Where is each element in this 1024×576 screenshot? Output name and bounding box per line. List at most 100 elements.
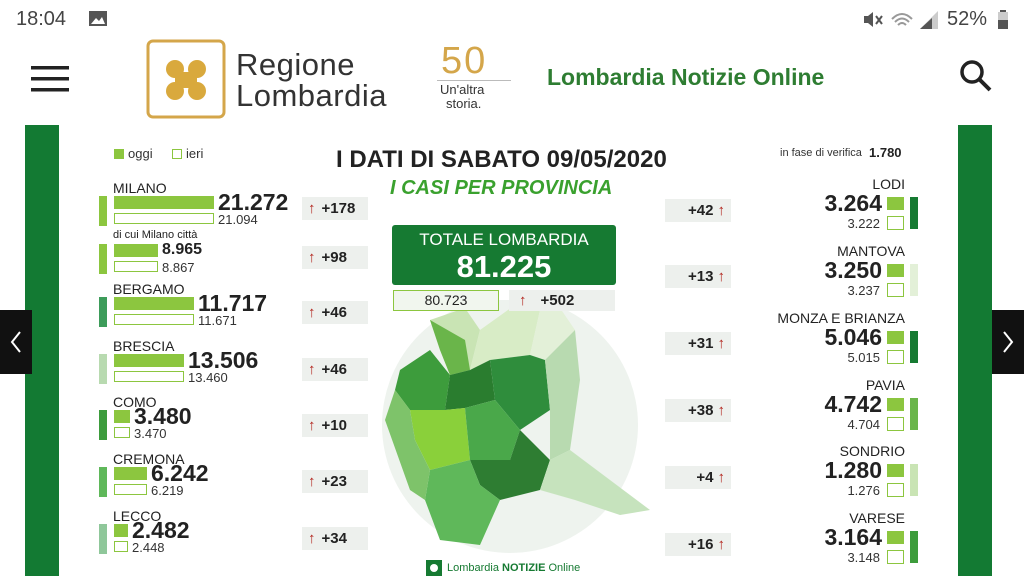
change-value: +46 [321,304,347,321]
footer-logo-text: Lombardia NOTIZIE Online [447,562,580,574]
yesterday-value: 3.222 [847,216,880,231]
yesterday-value: 5.015 [847,350,880,365]
today-value: 13.506 [188,347,259,373]
footer-logo-icon [426,560,442,576]
up-arrow: ↑ [308,200,316,217]
up-arrow: ↑ [717,335,726,352]
up-arrow: ↑ [308,530,316,547]
footer-word: Online [548,562,581,574]
bar-yesterday [114,371,184,382]
strip [910,264,918,296]
change-box: ↑ +10 [302,414,368,437]
up-arrow: ↑ [717,469,726,486]
today-value: 3.250 [824,257,882,283]
strip [99,196,107,226]
region-logo [146,39,226,119]
province-name: MILANO [113,180,167,196]
menu-button[interactable] [31,66,69,92]
bar-today [887,197,904,210]
status-battery: 52% [947,8,988,30]
bar-yesterday [887,216,904,230]
yesterday-value: 1.276 [847,483,880,498]
province-name: SONDRIO [839,443,905,459]
yesterday-value: 2.448 [132,540,165,555]
bar-yesterday [887,417,904,431]
strip [99,524,107,554]
yesterday-value: 8.867 [162,260,195,275]
change-box: ↑ +178 [302,197,368,220]
change-box: +16 ↑ [665,533,731,556]
yesterday-value: 6.219 [151,483,184,498]
bar-today [114,244,158,257]
total-box [392,225,616,285]
anniversary-mark: 50 [441,40,488,82]
province-name: LECCO [113,508,162,524]
legend-swatch [172,149,182,159]
bar-today [887,331,904,344]
yesterday-value: 3.148 [847,550,880,565]
strip [910,531,918,563]
infographic-subtitle: I CASI PER PROVINCIA [390,177,613,199]
change-value: +98 [321,249,347,266]
change-box: ↑ +46 [302,301,368,324]
change-value: +178 [321,200,356,217]
bar-today [887,531,904,544]
up-arrow: ↑ [308,249,316,266]
total-yesterday: 80.723 [393,290,499,311]
bar-yesterday [114,427,130,438]
strip [99,297,107,327]
today-value: 21.272 [218,189,289,215]
lombardy-map [382,300,650,553]
battery-icon [998,10,1008,29]
search-button[interactable] [958,58,994,94]
change-box: +42 ↑ [665,199,731,222]
change-value: +46 [321,361,347,378]
strip [99,410,107,440]
divider [437,80,511,81]
change-box: +38 ↑ [665,399,731,422]
footer-word: Lombardia [447,562,499,574]
bar-today [114,354,184,367]
next-button[interactable] [992,310,1024,374]
total-value: 81.225 [456,249,552,284]
site-title: Lombardia Notizie Online [547,64,825,90]
change-value: +31 [688,335,714,352]
bar-today [114,524,128,537]
province-name: COMO [113,394,157,410]
today-value: 3.164 [824,524,882,550]
province-name: VARESE [849,510,905,526]
bar-yesterday [887,350,904,364]
strip [99,244,107,274]
up-arrow: ↑ [308,417,316,434]
up-arrow: ↑ [308,304,316,321]
up-arrow: ↑ [308,361,316,378]
total-change: +502 [540,292,575,309]
strip [99,354,107,384]
strip [99,467,107,497]
prev-button[interactable] [0,310,32,374]
gallery-icon [89,11,107,26]
strip [910,331,918,363]
bar-yesterday [114,314,194,325]
change-box: ↑ +46 [302,358,368,381]
change-box: ↑ +34 [302,527,368,550]
yesterday-value: 11.671 [198,313,237,328]
today-value: 1.280 [824,457,882,483]
legend-swatch [114,149,124,159]
strip [910,197,918,229]
up-arrow: ↑ [717,402,726,419]
province-name: MONZA E BRIANZA [777,310,905,326]
bar-today [114,196,214,209]
yesterday-value: 4.704 [847,417,880,432]
province-name: di cui Milano città [113,229,198,241]
yesterday-value: 3.237 [847,283,880,298]
today-value: 4.742 [824,391,882,417]
change-value: +42 [688,202,714,219]
yesterday-value: 21.094 [218,212,258,227]
infographic-title: I DATI DI SABATO 09/05/2020 [336,146,667,173]
tagline: storia. [446,96,482,111]
province-name: PAVIA [865,377,905,393]
bar-today [887,264,904,277]
change-box: +13 ↑ [665,265,731,288]
